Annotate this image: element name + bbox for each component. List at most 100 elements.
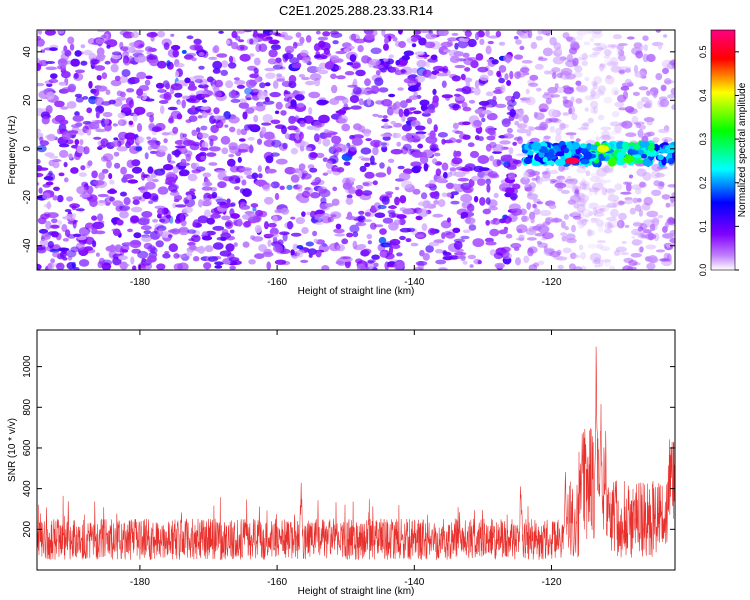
heatmap-cell: [285, 92, 294, 99]
heatmap-cell: [638, 182, 647, 188]
heatmap-cell: [46, 91, 55, 100]
heatmap-cell: [653, 180, 661, 187]
heatmap-cell: [128, 76, 140, 85]
heatmap-cell: [665, 202, 671, 208]
heatmap-cell: [578, 244, 584, 251]
heatmap-cell: [645, 244, 657, 250]
heatmap-cell: [638, 86, 649, 91]
heatmap-cell: [52, 159, 62, 162]
heatmap-cell: [392, 102, 397, 111]
heatmap-cell: [89, 198, 98, 207]
heatmap-cell: [300, 49, 309, 57]
heatmap-cell: [280, 110, 287, 116]
heatmap-band-cell: [628, 142, 636, 147]
heatmap-cell: [104, 123, 112, 132]
heatmap-band-cell: [583, 151, 593, 160]
heatmap-cell: [44, 152, 55, 157]
heatmap-cell: [126, 88, 135, 93]
heatmap-cell: [377, 204, 387, 210]
heatmap-cell: [191, 129, 198, 136]
heatmap-cell: [462, 260, 468, 265]
heatmap-cell: [388, 93, 396, 98]
heatmap-cell: [244, 87, 253, 95]
heatmap-cell: [187, 229, 197, 234]
heatmap-cell: [575, 98, 583, 104]
heatmap-cell: [224, 124, 229, 128]
heatmap-cell: [319, 202, 331, 211]
heatmap-cell: [604, 165, 609, 171]
heatmap-cell: [406, 227, 416, 233]
heatmap-cell: [528, 211, 536, 220]
heatmap-cell: [170, 110, 182, 120]
heatmap-cell: [477, 66, 489, 73]
heatmap-cell: [119, 210, 129, 219]
heatmap-cell: [554, 182, 567, 189]
heatmap-cell: [498, 65, 507, 73]
heatmap-cell: [609, 121, 621, 127]
heatmap-cell: [580, 199, 588, 204]
heatmap-cell: [203, 262, 212, 270]
colorbar-gradient: [710, 29, 736, 271]
heatmap-cell: [611, 130, 621, 135]
heatmap-cell: [441, 192, 448, 198]
heatmap-cell: [340, 256, 352, 260]
heatmap-cell: [454, 130, 464, 134]
heatmap-cell: [590, 173, 599, 177]
heatmap-cell: [477, 136, 484, 142]
heatmap-cell: [415, 215, 423, 221]
heatmap-cell: [560, 189, 571, 194]
heatmap-cell: [68, 153, 73, 159]
x-tick-label: -140: [404, 277, 424, 288]
heatmap-cell: [396, 141, 402, 147]
heatmap-cell: [305, 147, 312, 152]
heatmap-cell: [549, 251, 561, 258]
heatmap-cell: [357, 215, 366, 223]
heatmap-cell: [186, 251, 193, 257]
heatmap-cell: [514, 71, 522, 79]
heatmap-cell: [451, 157, 463, 165]
heatmap-cell: [560, 220, 566, 229]
heatmap-cell: [518, 113, 524, 122]
heatmap-cell: [368, 59, 381, 66]
heatmap-cell: [362, 190, 373, 196]
heatmap-cell: [329, 55, 339, 61]
heatmap-cell: [479, 74, 489, 81]
heatmap-cell: [355, 184, 364, 190]
heatmap-cell: [554, 83, 559, 90]
heatmap-cell: [315, 250, 322, 258]
heatmap-cell: [473, 87, 481, 96]
heatmap-cell: [94, 65, 106, 71]
heatmap-cell: [634, 232, 642, 236]
heatmap-cell: [158, 100, 169, 104]
heatmap-cell: [485, 197, 491, 205]
heatmap-cell: [253, 114, 259, 123]
heatmap-cell: [332, 40, 339, 45]
heatmap-cell: [88, 121, 100, 130]
heatmap-cell: [590, 100, 599, 109]
heatmap-cell: [552, 71, 557, 80]
colorbar-tick-label: 0.4: [698, 89, 708, 102]
heatmap-cell: [372, 113, 379, 117]
heatmap-cell: [242, 111, 248, 120]
heatmap-cell: [544, 70, 550, 75]
heatmap-cell: [607, 44, 618, 48]
heatmap-cell: [266, 261, 271, 270]
heatmap-cell: [607, 194, 619, 202]
heatmap-cell: [552, 56, 565, 65]
heatmap-cell: [658, 215, 663, 219]
heatmap-cell: [410, 161, 422, 167]
heatmap-cell: [588, 53, 598, 58]
heatmap-cell: [562, 112, 570, 116]
heatmap-cell: [175, 62, 185, 68]
heatmap-cell: [526, 202, 531, 211]
heatmap-cell: [301, 56, 310, 64]
heatmap-cell: [343, 161, 351, 166]
heatmap-cell: [575, 80, 582, 86]
heatmap-cell: [392, 36, 398, 42]
heatmap-cell: [93, 136, 102, 140]
heatmap-cell: [461, 86, 472, 95]
heatmap-cell: [387, 104, 394, 109]
heatmap-cell: [381, 118, 389, 123]
heatmap-cell: [482, 208, 491, 215]
heatmap-cell: [336, 75, 346, 80]
